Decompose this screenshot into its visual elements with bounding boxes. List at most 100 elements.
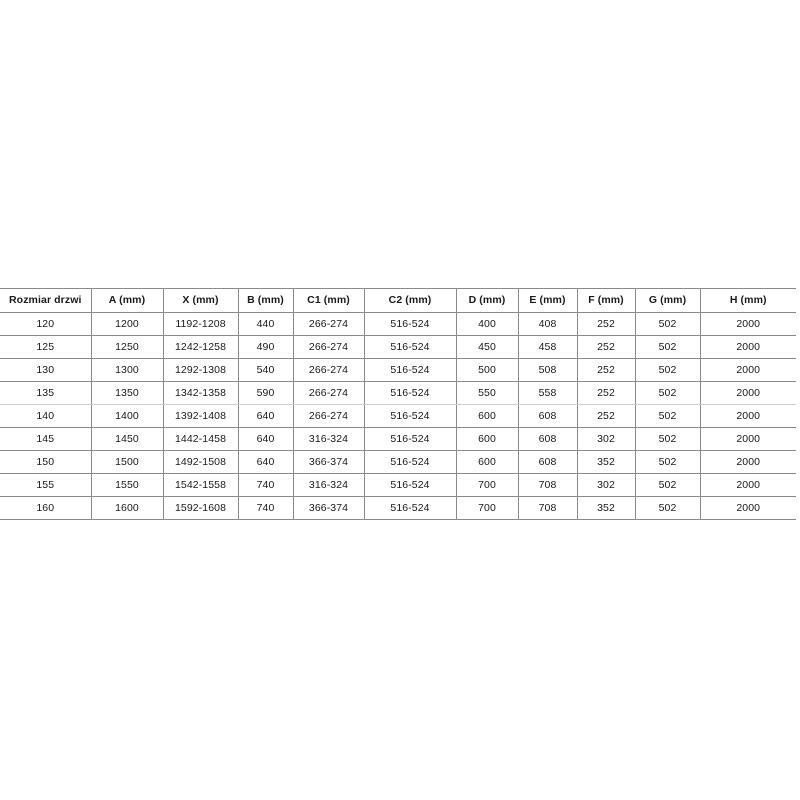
table-cell: 502 bbox=[635, 473, 701, 497]
table-cell: 516-524 bbox=[364, 496, 457, 520]
column-header: C2 (mm) bbox=[364, 288, 457, 313]
table-cell: 540 bbox=[238, 358, 294, 382]
table-cell: 2000 bbox=[700, 450, 796, 474]
table-cell: 640 bbox=[238, 427, 294, 451]
table-cell: 1492-1508 bbox=[163, 450, 239, 474]
table-cell: 1350 bbox=[91, 381, 164, 405]
table-cell: 516-524 bbox=[364, 358, 457, 382]
table-cell: 458 bbox=[518, 335, 578, 359]
table-cell: 252 bbox=[577, 312, 636, 336]
table-cell: 2000 bbox=[700, 496, 796, 520]
table-cell: 740 bbox=[238, 496, 294, 520]
table-cell: 302 bbox=[577, 427, 636, 451]
table-cell: 516-524 bbox=[364, 427, 457, 451]
column-header: A (mm) bbox=[91, 288, 164, 313]
table-cell: 266-274 bbox=[293, 312, 365, 336]
column-header: G (mm) bbox=[635, 288, 701, 313]
table-cell: 2000 bbox=[700, 358, 796, 382]
table-cell: 1292-1308 bbox=[163, 358, 239, 382]
table-cell: 490 bbox=[238, 335, 294, 359]
table-cell: 266-274 bbox=[293, 381, 365, 405]
table-cell: 1200 bbox=[91, 312, 164, 336]
table-cell: 640 bbox=[238, 404, 294, 428]
column-header: X (mm) bbox=[163, 288, 239, 313]
row-label-cell: 125 bbox=[0, 335, 92, 359]
table-cell: 1392-1408 bbox=[163, 404, 239, 428]
table-cell: 608 bbox=[518, 404, 578, 428]
table-cell: 316-324 bbox=[293, 473, 365, 497]
table-cell: 1250 bbox=[91, 335, 164, 359]
table-cell: 408 bbox=[518, 312, 578, 336]
table-row: 125 1250 1242-1258 490 266-274 516-524 450 458 2… bbox=[0, 335, 796, 359]
table-cell: 252 bbox=[577, 381, 636, 405]
table-cell: 1600 bbox=[91, 496, 164, 520]
dimension-table: Rozmiar drzwi A (mm) X (mm) B (mm) C1 (mm) C2… bbox=[0, 288, 796, 520]
table-row: 150 1500 1492-1508 640 366-374 516-524 600 608 3… bbox=[0, 450, 796, 474]
table-row: 135 1350 1342-1358 590 266-274 516-524 550 558 2… bbox=[0, 381, 796, 405]
table-cell: 608 bbox=[518, 450, 578, 474]
table-row: 145 1450 1442-1458 640 316-324 516-524 600 608 3… bbox=[0, 427, 796, 451]
column-header: Rozmiar drzwi bbox=[0, 288, 92, 313]
table-cell: 252 bbox=[577, 358, 636, 382]
table-cell: 252 bbox=[577, 404, 636, 428]
table-cell: 266-274 bbox=[293, 358, 365, 382]
table-cell: 252 bbox=[577, 335, 636, 359]
table-cell: 508 bbox=[518, 358, 578, 382]
table-cell: 600 bbox=[456, 427, 519, 451]
table-cell: 550 bbox=[456, 381, 519, 405]
row-label-cell: 120 bbox=[0, 312, 92, 336]
table-row: 160 1600 1592-1608 740 366-374 516-524 700 708 3… bbox=[0, 496, 796, 520]
table-cell: 502 bbox=[635, 427, 701, 451]
table-cell: 1542-1558 bbox=[163, 473, 239, 497]
table-cell: 352 bbox=[577, 496, 636, 520]
table-cell: 1592-1608 bbox=[163, 496, 239, 520]
table-cell: 2000 bbox=[700, 473, 796, 497]
table-cell: 1550 bbox=[91, 473, 164, 497]
table-cell: 1442-1458 bbox=[163, 427, 239, 451]
table-body: 120 1200 1192-1208 440 266-274 516-524 400 408 2… bbox=[0, 312, 796, 520]
table-cell: 558 bbox=[518, 381, 578, 405]
table-cell: 1242-1258 bbox=[163, 335, 239, 359]
table-cell: 366-374 bbox=[293, 496, 365, 520]
table-cell: 516-524 bbox=[364, 312, 457, 336]
table-cell: 440 bbox=[238, 312, 294, 336]
table-cell: 316-324 bbox=[293, 427, 365, 451]
table-cell: 502 bbox=[635, 496, 701, 520]
table-cell: 502 bbox=[635, 312, 701, 336]
table-header-row: Rozmiar drzwi A (mm) X (mm) B (mm) C1 (mm) C2… bbox=[0, 288, 796, 313]
table-cell: 1500 bbox=[91, 450, 164, 474]
table-cell: 708 bbox=[518, 473, 578, 497]
column-header: F (mm) bbox=[577, 288, 636, 313]
column-header: D (mm) bbox=[456, 288, 519, 313]
table-cell: 516-524 bbox=[364, 450, 457, 474]
row-label-cell: 160 bbox=[0, 496, 92, 520]
table-cell: 2000 bbox=[700, 427, 796, 451]
table-cell: 502 bbox=[635, 358, 701, 382]
row-label-cell: 135 bbox=[0, 381, 92, 405]
table-cell: 708 bbox=[518, 496, 578, 520]
table-row: 155 1550 1542-1558 740 316-324 516-524 700 708 3… bbox=[0, 473, 796, 497]
column-header: C1 (mm) bbox=[293, 288, 365, 313]
column-header: E (mm) bbox=[518, 288, 578, 313]
table-cell: 352 bbox=[577, 450, 636, 474]
table-cell: 640 bbox=[238, 450, 294, 474]
table-cell: 502 bbox=[635, 381, 701, 405]
table-cell: 502 bbox=[635, 404, 701, 428]
row-label-cell: 130 bbox=[0, 358, 92, 382]
table-cell: 516-524 bbox=[364, 473, 457, 497]
row-label-cell: 155 bbox=[0, 473, 92, 497]
table-cell: 1450 bbox=[91, 427, 164, 451]
column-header: H (mm) bbox=[700, 288, 796, 313]
row-label-cell: 140 bbox=[0, 404, 92, 428]
table-row: 120 1200 1192-1208 440 266-274 516-524 400 408 2… bbox=[0, 312, 796, 336]
table-cell: 1192-1208 bbox=[163, 312, 239, 336]
table-cell: 608 bbox=[518, 427, 578, 451]
column-header: B (mm) bbox=[238, 288, 294, 313]
table-cell: 516-524 bbox=[364, 335, 457, 359]
table-cell: 502 bbox=[635, 335, 701, 359]
table-cell: 450 bbox=[456, 335, 519, 359]
row-label-cell: 150 bbox=[0, 450, 92, 474]
table-cell: 266-274 bbox=[293, 335, 365, 359]
table-cell: 700 bbox=[456, 496, 519, 520]
